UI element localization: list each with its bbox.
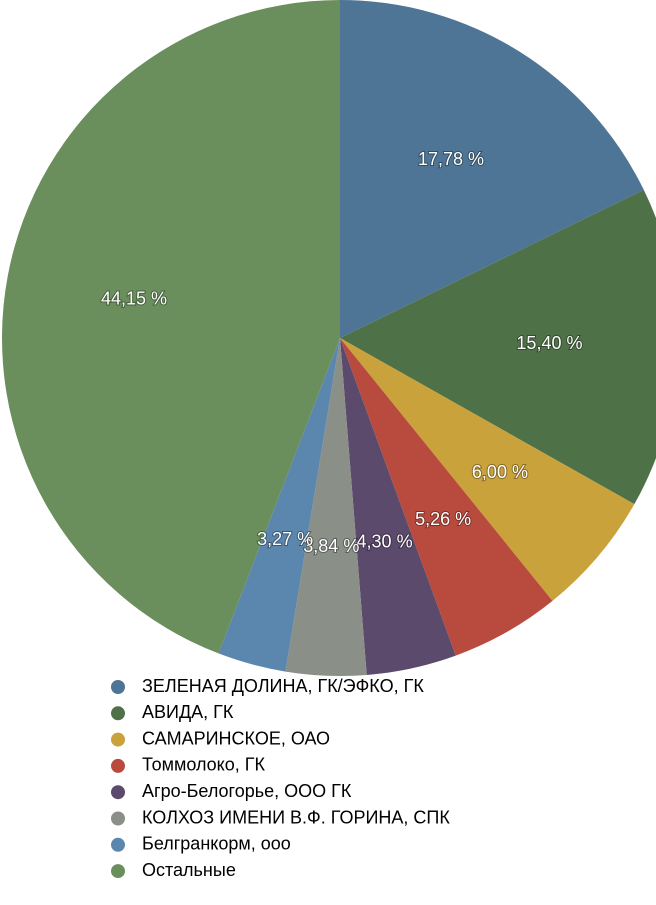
pie-slice <box>285 338 367 676</box>
legend-label: КОЛХОЗ ИМЕНИ В.Ф. ГОРИНА, СПК <box>142 807 450 827</box>
legend-label: Агро-Белогорье, ООО ГК <box>142 781 352 801</box>
pie-slice <box>2 0 340 654</box>
legend-label: АВИДА, ГК <box>142 702 234 722</box>
pie-slice <box>340 338 553 656</box>
pie-slice <box>340 338 456 675</box>
legend-marker <box>111 758 125 773</box>
value-label: 15,40 % <box>516 333 582 353</box>
value-label: 3,27 % <box>257 529 313 549</box>
legend-label: Белгранкорм, ооо <box>142 834 291 854</box>
legend-marker <box>111 864 125 879</box>
legend-marker <box>111 706 125 721</box>
value-label: 44,15 % <box>101 288 167 308</box>
value-label: 3,84 % <box>303 536 359 556</box>
value-label: 4,30 % <box>357 532 413 552</box>
legend-marker <box>111 785 125 800</box>
pie-slice <box>340 189 656 505</box>
pie-slice <box>340 338 635 601</box>
legend-label: Остальные <box>142 860 236 880</box>
legend-label: САМАРИНСКОЕ, ОАО <box>142 728 330 748</box>
value-label: 17,78 % <box>418 149 484 169</box>
legend-marker <box>111 680 125 694</box>
value-label: 5,26 % <box>415 509 471 529</box>
legend-label: ЗЕЛЕНАЯ ДОЛИНА, ГК/ЭФКО, ГК <box>142 676 424 696</box>
legend-marker <box>111 732 125 747</box>
pie-slice <box>218 338 340 672</box>
value-label: 6,00 % <box>472 462 528 482</box>
legend-marker <box>111 811 125 826</box>
legend-label: Томмолоко, ГК <box>142 755 266 775</box>
pie-slice <box>340 0 644 338</box>
legend-marker <box>111 837 125 852</box>
